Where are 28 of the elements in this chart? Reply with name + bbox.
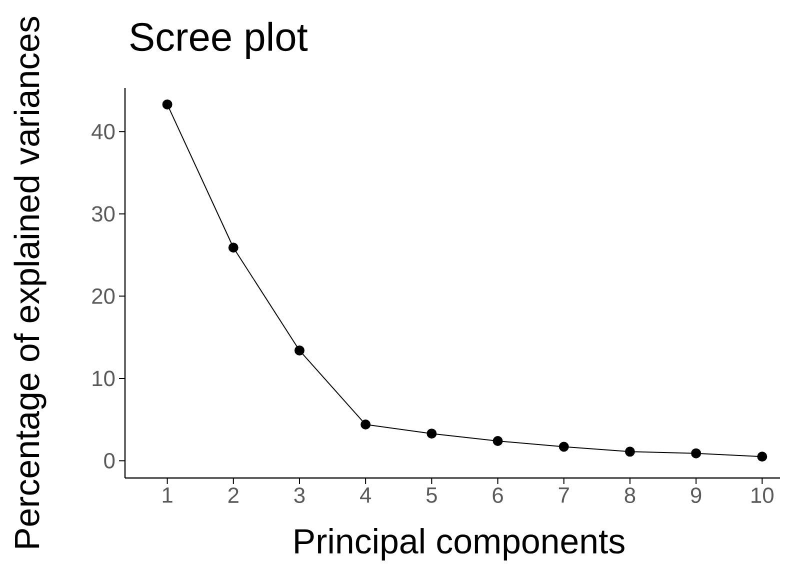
point: [558, 442, 569, 452]
y-tick-label: 10: [92, 370, 115, 386]
x-tick-label: 8: [624, 488, 636, 504]
point: [757, 452, 768, 462]
x-tick-label: 6: [492, 488, 503, 504]
y-tick-label: 40: [92, 124, 115, 140]
point: [624, 446, 635, 457]
x-tick-label: 10: [752, 488, 774, 504]
point: [360, 420, 371, 430]
x-tick-label: 1: [162, 488, 172, 503]
point: [426, 428, 437, 439]
x-tick-label: 5: [426, 488, 437, 503]
x-tick-label: 7: [558, 488, 569, 503]
chart-title: Scree plot: [130, 22, 308, 59]
y-tick-label: 30: [92, 206, 115, 222]
y-tick-label: 0: [104, 452, 115, 468]
y-tick-label: 20: [92, 288, 115, 304]
x-tick-label: 9: [691, 488, 702, 504]
x-tick-label: 2: [228, 488, 238, 503]
x-tick-label: 4: [360, 488, 372, 503]
point: [294, 345, 304, 356]
point: [228, 242, 238, 253]
point: [492, 436, 503, 446]
x-axis-title: Principal components: [295, 528, 624, 561]
point: [162, 99, 172, 110]
y-axis-title: Percentage of explained variances: [14, 16, 46, 548]
point: [691, 448, 702, 458]
x-tick-label: 3: [294, 488, 305, 504]
